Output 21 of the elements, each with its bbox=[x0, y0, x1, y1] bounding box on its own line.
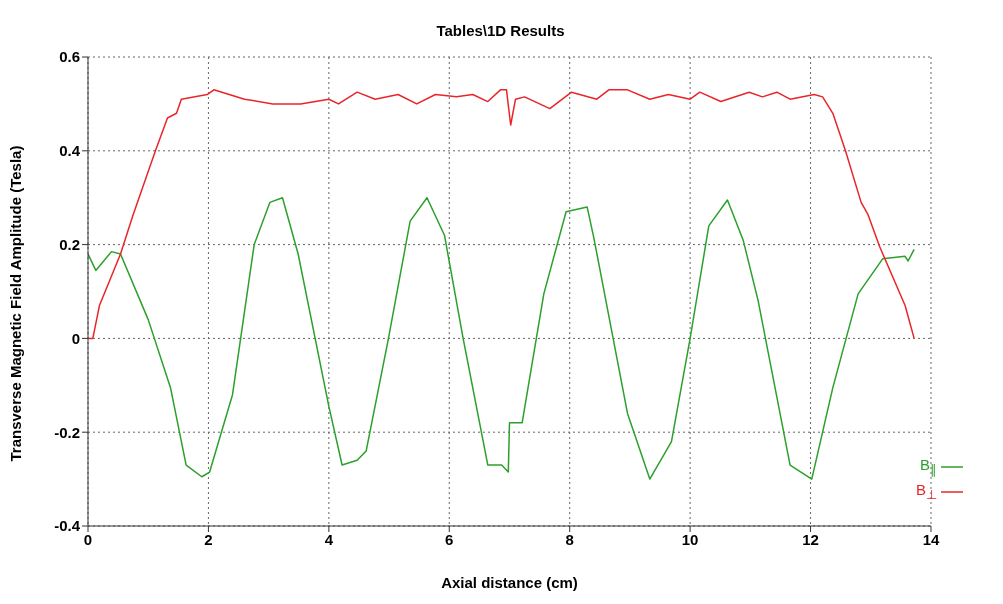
x-tick-label: 12 bbox=[802, 530, 819, 548]
y-tick-label: 0.4 bbox=[59, 142, 81, 160]
x-tick-label: 4 bbox=[324, 530, 334, 548]
y-tick-label: 0 bbox=[71, 329, 80, 347]
line-series bbox=[88, 89, 915, 340]
y-tick-label: 0.2 bbox=[59, 235, 80, 253]
x-tick-label: 6 bbox=[445, 530, 454, 548]
x-axis-title: Axial distance (cm) bbox=[441, 574, 578, 591]
y-tick-label: -0.4 bbox=[54, 517, 81, 535]
x-tick-label: 14 bbox=[922, 530, 940, 548]
chart-title: Tables\1D Results bbox=[435, 22, 566, 39]
y-tick-label: -0.2 bbox=[54, 423, 80, 441]
y-tick-label: 0.6 bbox=[59, 48, 80, 66]
y-axis-title: Transverse Magnetic Field Amplitude (Tesla) bbox=[7, 145, 25, 462]
line-series bbox=[88, 196, 915, 480]
legend-label: B$_{⊥}$ bbox=[915, 481, 937, 502]
legend-label: B$_{∥}$ bbox=[919, 456, 937, 477]
x-tick-label: 8 bbox=[565, 530, 574, 548]
x-tick-label: 2 bbox=[204, 530, 213, 548]
x-tick-label: 10 bbox=[681, 530, 699, 548]
x-tick-label: 0 bbox=[83, 530, 93, 548]
